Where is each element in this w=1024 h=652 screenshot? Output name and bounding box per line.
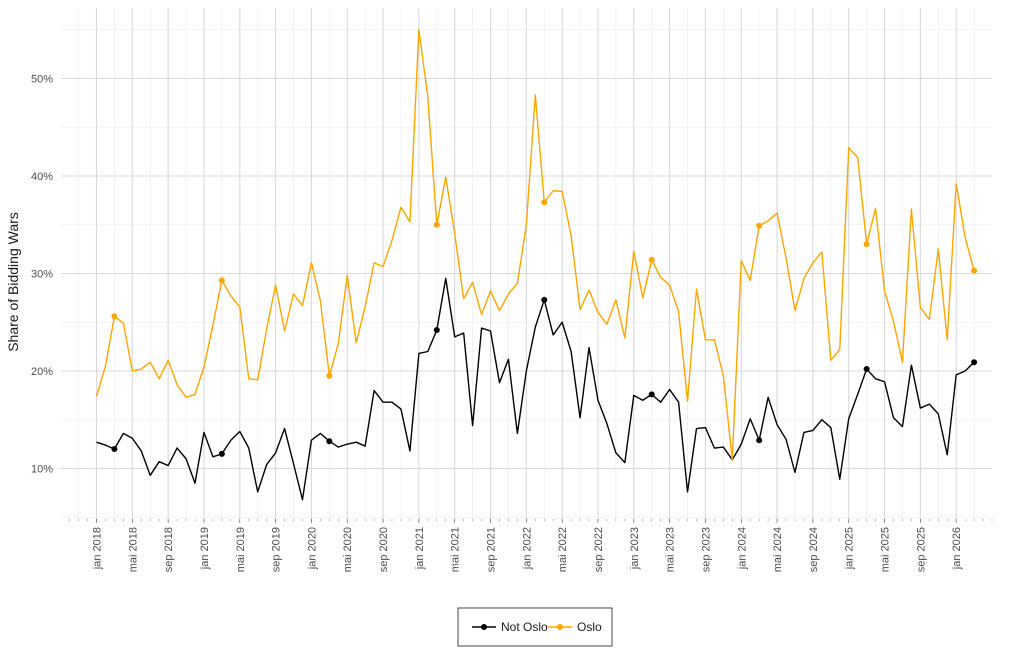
data-point-oslo bbox=[326, 372, 333, 379]
x-tick-label: mai 2023 bbox=[665, 527, 677, 572]
legend-label: Oslo bbox=[577, 620, 602, 634]
data-point-oslo bbox=[863, 241, 870, 248]
x-tick-label: sep 2025 bbox=[915, 527, 927, 572]
x-tick-label: jan 2023 bbox=[629, 527, 641, 570]
x-tick-label: mai 2024 bbox=[772, 527, 784, 572]
x-tick-label: jan 2026 bbox=[951, 527, 963, 570]
data-point-not-oslo bbox=[218, 450, 225, 457]
x-tick-label: mai 2021 bbox=[450, 527, 462, 572]
x-tick-label: jan 2025 bbox=[844, 527, 856, 570]
y-tick-label: 50% bbox=[31, 74, 53, 86]
x-tick-label: mai 2018 bbox=[127, 527, 139, 572]
data-point-not-oslo bbox=[111, 446, 118, 452]
x-tick-label: jan 2021 bbox=[414, 527, 426, 570]
y-tick-label: 20% bbox=[31, 366, 53, 378]
x-tick-label: mai 2022 bbox=[557, 527, 569, 572]
x-tick-label: sep 2020 bbox=[378, 527, 390, 572]
data-point-oslo bbox=[433, 221, 440, 228]
y-axis-label: Share of Bidding Wars bbox=[5, 212, 21, 352]
x-tick-label: sep 2018 bbox=[163, 527, 175, 572]
x-tick-label: mai 2020 bbox=[342, 527, 354, 572]
y-tick-label: 30% bbox=[31, 269, 53, 281]
series-lines bbox=[95, 29, 975, 501]
data-point-not-oslo bbox=[541, 296, 548, 303]
data-point-not-oslo bbox=[971, 359, 978, 366]
legend-key-marker bbox=[481, 624, 487, 630]
x-tick-label: mai 2019 bbox=[235, 527, 247, 572]
y-tick-label: 40% bbox=[31, 171, 53, 183]
x-tick-label: sep 2022 bbox=[593, 527, 605, 572]
y-tick-label: 10% bbox=[31, 464, 53, 476]
y-axis-ticks: 10% 20% 30% 40% 50% bbox=[31, 74, 53, 476]
data-point-oslo bbox=[111, 313, 118, 320]
data-point-oslo bbox=[648, 256, 655, 263]
x-tick-label: sep 2023 bbox=[700, 527, 712, 572]
legend-label: Not Oslo bbox=[501, 620, 548, 634]
data-point-not-oslo bbox=[756, 437, 763, 444]
series-markers bbox=[111, 199, 978, 457]
data-point-oslo bbox=[218, 277, 225, 284]
x-tick-label: jan 2019 bbox=[199, 527, 211, 570]
data-point-oslo bbox=[756, 222, 763, 229]
x-tick-label: sep 2024 bbox=[808, 527, 820, 572]
x-tick-label: jan 2018 bbox=[92, 527, 104, 570]
data-point-oslo bbox=[541, 199, 548, 206]
legend: Not Oslo Oslo bbox=[457, 607, 613, 647]
x-tick-label: sep 2021 bbox=[486, 527, 498, 572]
series-line-oslo bbox=[95, 29, 975, 461]
data-point-not-oslo bbox=[326, 438, 333, 445]
series-line-not-oslo bbox=[96, 277, 975, 501]
x-tick-label: jan 2022 bbox=[521, 527, 533, 570]
x-tick-label: jan 2020 bbox=[306, 527, 318, 570]
data-point-oslo bbox=[971, 267, 978, 274]
legend-key-marker bbox=[557, 624, 563, 630]
x-tick-label: mai 2025 bbox=[880, 527, 892, 572]
data-point-not-oslo bbox=[648, 391, 655, 398]
x-tick-label: sep 2019 bbox=[271, 527, 283, 572]
data-point-not-oslo bbox=[433, 327, 440, 334]
x-axis-ticks: jan 2018 mai 2018 sep 2018 jan 2019 mai 2019… bbox=[69, 519, 993, 572]
data-point-not-oslo bbox=[863, 366, 870, 373]
x-tick-label: jan 2024 bbox=[736, 527, 748, 570]
